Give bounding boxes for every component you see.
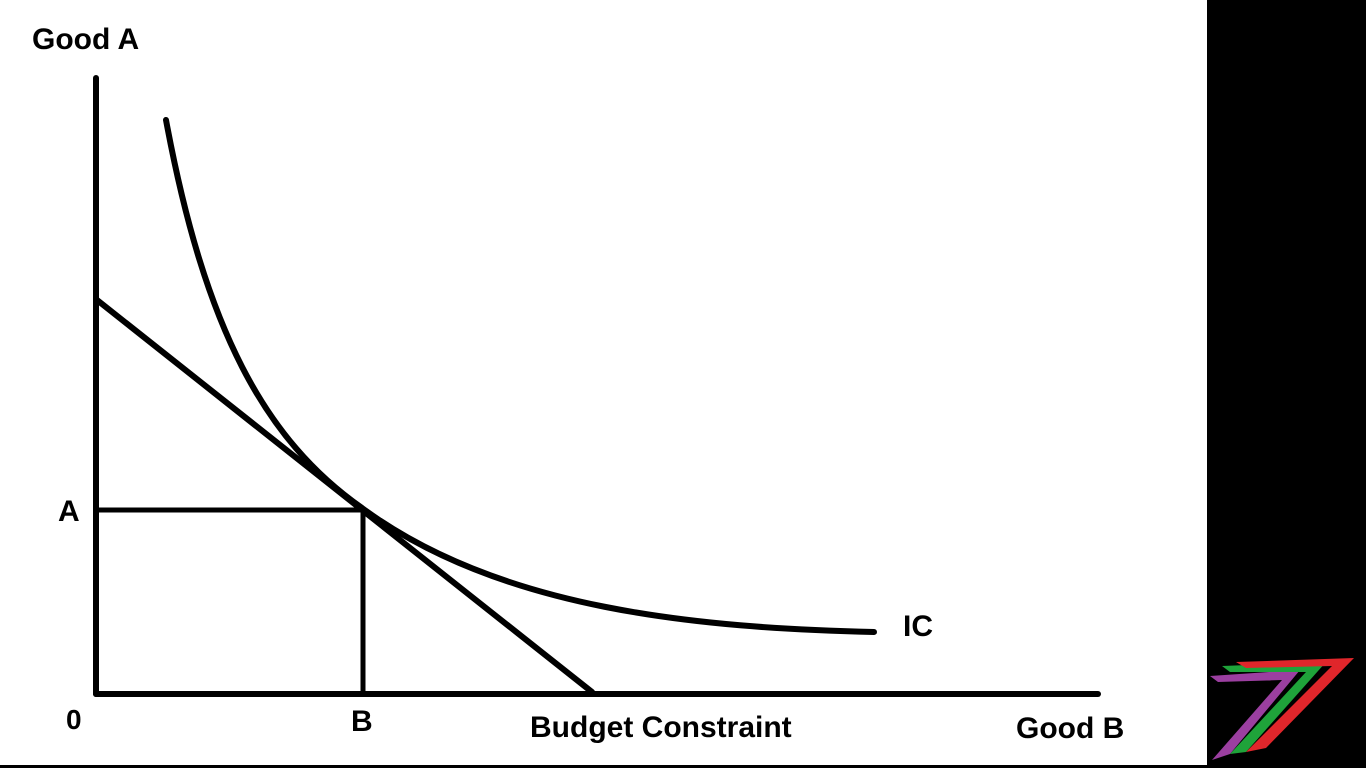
seven-chevron-logo-icon	[1210, 658, 1354, 760]
side-panel	[1207, 0, 1366, 768]
y-axis-label: Good A	[32, 23, 139, 56]
logo-green-stripe	[1222, 662, 1326, 754]
origin-label: 0	[66, 704, 82, 735]
budget-constraint-label: Budget Constraint	[530, 711, 792, 744]
point-b-label: B	[351, 705, 373, 738]
x-axis-label: Good B	[1016, 712, 1124, 745]
point-a-label: A	[58, 495, 80, 528]
curve-label: IC	[903, 610, 933, 643]
indifference-curve-diagram: Good A Good B 0 A B IC Budget Constraint	[32, 23, 1124, 745]
diagram-canvas: Good A Good B 0 A B IC Budget Constraint	[0, 0, 1207, 765]
logo-red-stripe	[1236, 658, 1354, 752]
indifference-curve	[163, 117, 877, 635]
logo-purple-stripe	[1210, 670, 1300, 760]
